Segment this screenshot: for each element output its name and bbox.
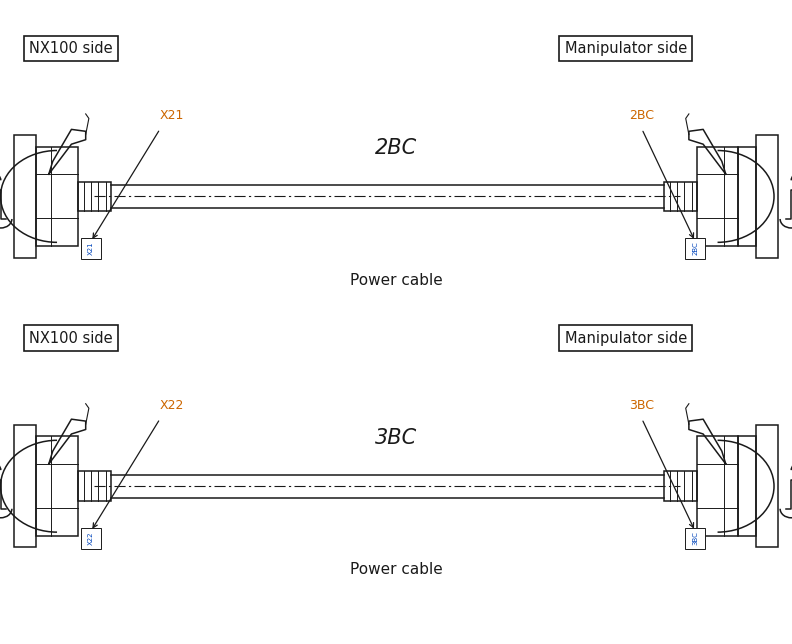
Text: X22: X22: [88, 532, 93, 545]
Text: 2BC: 2BC: [375, 138, 417, 158]
Bar: [664, 471, 697, 501]
Text: 3BC: 3BC: [630, 399, 654, 412]
Bar: [36, 147, 78, 247]
Text: NX100 side: NX100 side: [29, 330, 113, 346]
Text: 3BC: 3BC: [692, 531, 699, 545]
Bar: [14, 425, 36, 547]
Text: Power cable: Power cable: [349, 272, 443, 288]
Text: NX100 side: NX100 side: [29, 41, 113, 56]
Bar: [738, 437, 756, 536]
Bar: [81, 238, 101, 259]
Bar: [685, 528, 705, 549]
Bar: [36, 437, 78, 536]
Bar: [664, 182, 697, 211]
Text: Power cable: Power cable: [349, 562, 443, 578]
Bar: [78, 471, 111, 501]
Bar: [756, 425, 778, 547]
Bar: [756, 135, 778, 258]
Bar: [14, 135, 36, 258]
Bar: [78, 182, 111, 211]
Bar: [81, 528, 101, 549]
Text: Manipulator side: Manipulator side: [565, 330, 687, 346]
Bar: [685, 238, 705, 259]
Bar: [738, 147, 756, 247]
Text: Manipulator side: Manipulator side: [565, 41, 687, 56]
Text: X21: X21: [88, 242, 93, 256]
Bar: [697, 147, 738, 247]
Text: 3BC: 3BC: [375, 428, 417, 448]
Bar: [697, 437, 738, 536]
Text: 2BC: 2BC: [630, 109, 654, 122]
Text: X21: X21: [160, 109, 185, 122]
Text: X22: X22: [160, 399, 185, 412]
Text: 2BC: 2BC: [692, 242, 699, 256]
